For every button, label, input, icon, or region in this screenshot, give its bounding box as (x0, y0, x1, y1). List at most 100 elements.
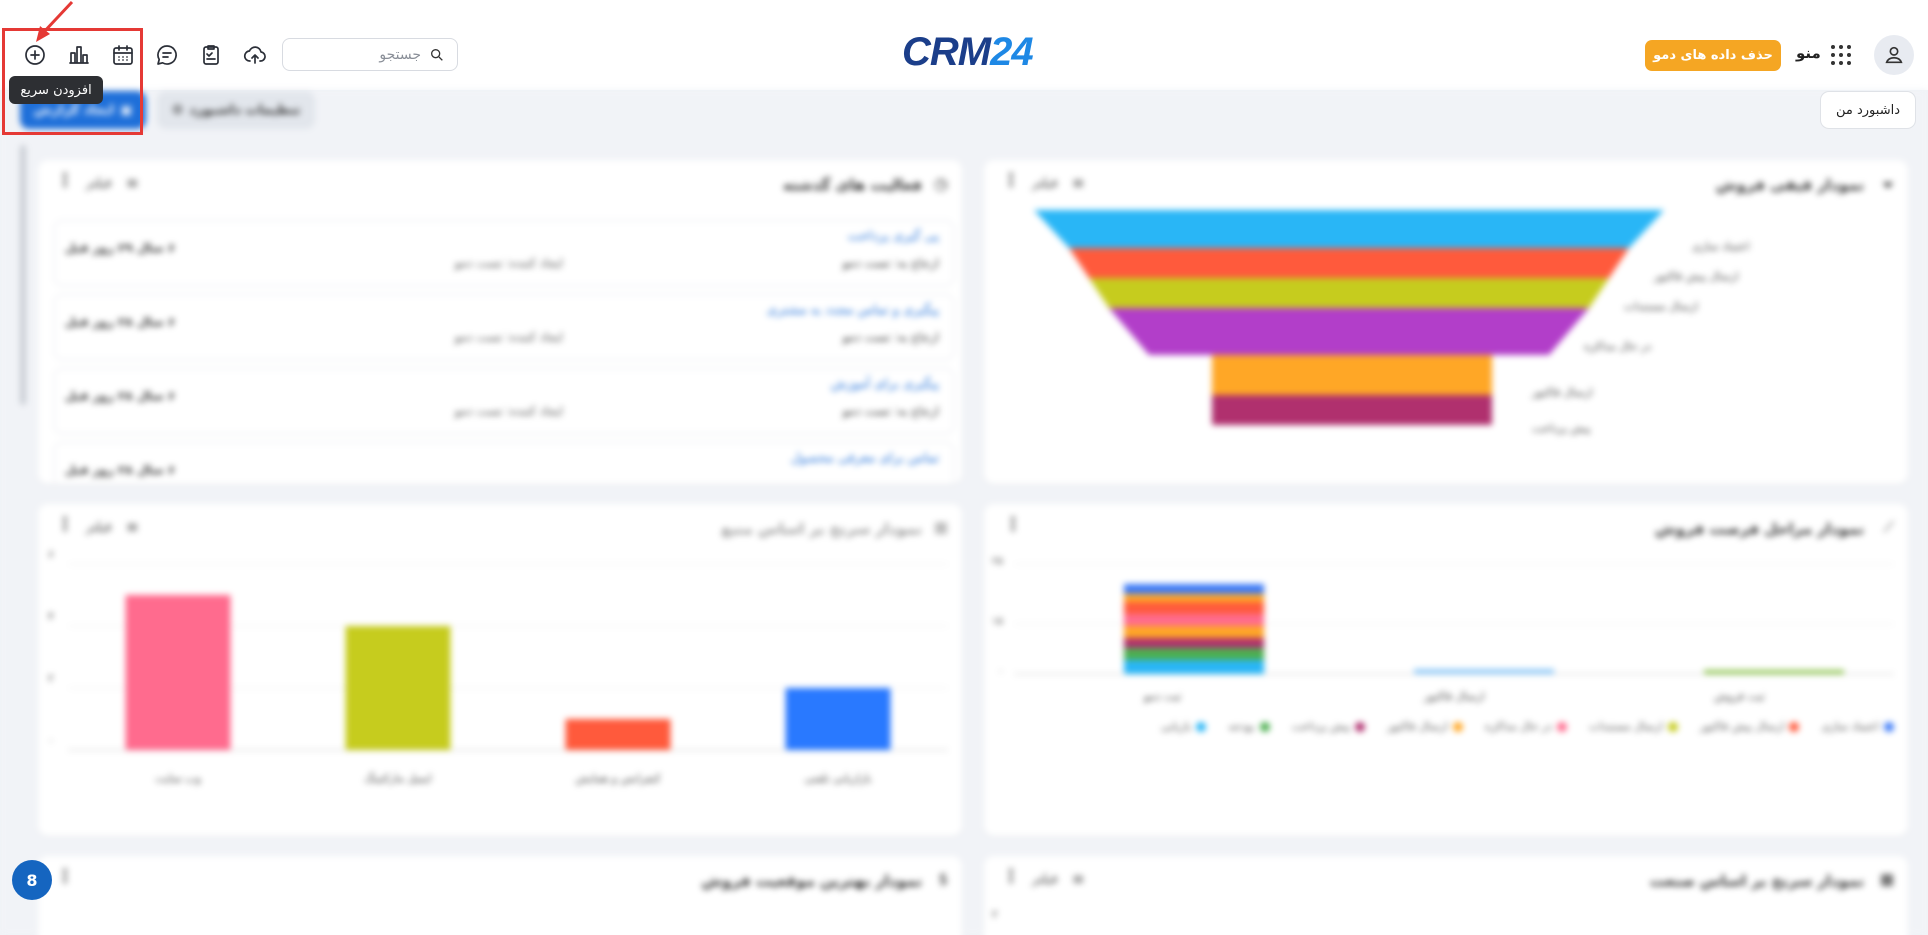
menu-label[interactable]: منو (1796, 44, 1821, 62)
funnel-label-6: پیش پرداخت (1532, 422, 1591, 435)
chat-icon[interactable] (152, 40, 182, 70)
quick-add-tooltip: افزودن سریع (9, 76, 103, 104)
stages-category: ثبت دمو (1144, 690, 1182, 703)
source-title: نمودار سرنخ بر اساس منبع (721, 520, 922, 538)
building-icon: ▦ (933, 518, 948, 536)
dashboard-content: ▣ ایجاد گزارش تنظیمات داشبورد ⚙ نمودار قیف… (0, 90, 1928, 935)
industry-title: نمودار سرنخ بر اساس صنعت (1649, 872, 1864, 890)
source-menu-icon[interactable]: ⋮ (56, 514, 74, 535)
activity-time: ۶ سال ۲۸ روز قبل (65, 389, 176, 403)
delete-demo-data-button[interactable]: حذف داده های دمو (1645, 40, 1781, 71)
calendar-icon[interactable] (108, 40, 138, 70)
user-avatar[interactable] (1874, 35, 1914, 75)
activity-creator: ایجاد کننده: تست دمو (454, 256, 563, 270)
activity-creator: ایجاد کننده: تست دمو (454, 330, 563, 344)
source-bar[interactable] (785, 688, 891, 750)
stages-menu-icon[interactable]: ⋮ (1004, 514, 1022, 535)
opportunity-stages-card: نمودار مراحل فرصت فروش ⟋ ⋮ ۲۵ ۱۵ ۰ ثبت د… (984, 504, 1908, 836)
activity-ref: ارجاع به: تست دمو (842, 256, 939, 270)
funnel-stage-1 (1034, 210, 1664, 248)
funnel-menu-icon[interactable]: ⋮ (1002, 170, 1020, 191)
trend-chart-icon: ⟋ (1883, 518, 1894, 536)
activity-item[interactable]: پیگیری و تماس مجدد به مشتری ارجاع به: تس… (54, 294, 954, 360)
reports-chart-icon[interactable] (64, 40, 94, 70)
leads-by-source-card: نمودار سرنخ بر اساس منبع ▦ فیلتر ≡ ⋮ ۶ ۴… (38, 504, 962, 836)
activity-ref: ارجاع به: تست دمو (842, 404, 939, 418)
source-category-label: وب سایت (155, 772, 201, 785)
stages-title: نمودار مراحل فرصت فروش (1655, 520, 1864, 538)
source-category-label: بازاریابی تلفنی (804, 772, 872, 785)
funnel-label-1: اعتماد سازی (1692, 240, 1750, 253)
filter-icon[interactable]: ≡ (126, 518, 139, 536)
source-bar[interactable] (345, 626, 451, 750)
activity-item[interactable]: تماس برای معرفی محصول ۶ سال ۲۸ روز قبل (54, 442, 954, 484)
source-bar[interactable] (565, 719, 671, 750)
clipboard-tasks-icon[interactable] (196, 40, 226, 70)
stages-chart (1014, 563, 1894, 675)
filter-icon[interactable]: ≡ (1072, 870, 1085, 888)
industry-ytick: ۲ (992, 908, 998, 921)
legend-item[interactable]: در حال مذاکره (1485, 720, 1567, 733)
stages-legend: اعتماد سازی ارسال پیش فاکتور ارسال مستند… (1161, 720, 1894, 733)
legend-item[interactable]: پیش پرداخت (1292, 720, 1366, 733)
industry-filter[interactable]: فیلتر (1032, 872, 1058, 887)
source-ytick: ۴ (48, 610, 54, 623)
dollar-icon: $ (938, 870, 948, 888)
position-menu-icon[interactable]: ⋮ (56, 866, 74, 887)
activity-time: ۶ سال ۲۸ روز قبل (65, 315, 176, 329)
dashboard-settings-button[interactable]: تنظیمات داشبورد ⚙ (157, 91, 315, 129)
user-icon (1885, 46, 1903, 64)
sales-funnel-card: نمودار قیفی فروش ⏷ فیلتر ≡ ⋮ اعتماد سازی… (984, 160, 1908, 484)
activity-time: ۶ سال ۲۹ روز قبل (65, 241, 176, 255)
source-ytick: ۶ (48, 548, 54, 561)
activity-title[interactable]: تماس برای معرفی محصول (790, 451, 939, 466)
quick-add-icon[interactable] (20, 40, 50, 70)
activity-title[interactable]: پیگیری و تماس مجدد به مشتری (766, 303, 939, 318)
search-icon (431, 48, 443, 61)
position-title: نمودار بهترین موقعیت فروش (701, 872, 922, 890)
activity-item[interactable]: پیگیری برای آموزش ارجاع به: تست دمو ایجا… (54, 368, 954, 434)
apps-grid-icon[interactable] (1831, 45, 1851, 65)
funnel-label-2: ارسال پیش فاکتور (1654, 270, 1739, 283)
stages-category: ثبت فروش (1714, 690, 1765, 703)
filter-icon[interactable]: ≡ (1072, 174, 1085, 192)
settings-label: تنظیمات داشبورد (189, 102, 301, 118)
search-input[interactable]: جستجو (282, 38, 458, 71)
legend-item[interactable]: بودجه (1228, 720, 1270, 733)
funnel-stage-6 (1212, 395, 1492, 425)
scrollbar[interactable] (20, 145, 26, 405)
my-dashboard-button[interactable]: داشبورد من (1820, 91, 1916, 129)
search-placeholder: جستجو (379, 46, 421, 63)
legend-item[interactable]: ارسال مستندات (1589, 720, 1678, 733)
activity-item[interactable]: پی گیری پرداخت ارجاع به: تست دمو ایجاد ک… (54, 220, 954, 286)
source-ytick: ۰ (48, 734, 54, 747)
activities-title: فعالیت های گذشته (782, 176, 922, 194)
activity-title[interactable]: پی گیری پرداخت (847, 229, 939, 244)
create-report-label: ایجاد گزارش (33, 102, 115, 118)
top-bar: جستجو CRM24 حذف داده های دمو منو (0, 0, 1928, 90)
activity-ref: ارجاع به: تست دمو (842, 330, 939, 344)
funnel-stage-5 (1212, 355, 1492, 395)
source-filter[interactable]: فیلتر (86, 520, 112, 535)
building-icon: ▦ (1879, 870, 1894, 888)
legend-item[interactable]: بازیابی (1161, 720, 1207, 733)
chat-support-button[interactable]: 8 (12, 860, 52, 900)
funnel-filter[interactable]: فیلتر (1032, 176, 1058, 191)
stages-category: ارسال فاکتور (1424, 690, 1485, 703)
legend-item[interactable]: اعتماد سازی (1821, 720, 1894, 733)
activity-title[interactable]: پیگیری برای آموزش (830, 377, 939, 392)
funnel-label-4: در حال مذاکره (1584, 340, 1652, 353)
filter-icon[interactable]: ≡ (126, 174, 139, 192)
legend-item[interactable]: ارسال پیش فاکتور (1700, 720, 1800, 733)
source-bar-chart (68, 563, 948, 751)
stages-ytick: ۲۵ (992, 556, 1003, 567)
clock-icon: ◷ (934, 174, 948, 193)
cloud-upload-icon[interactable] (240, 40, 270, 70)
legend-item[interactable]: ارسال فاکتور (1387, 720, 1463, 733)
source-bar[interactable] (125, 595, 231, 750)
funnel-title: نمودار قیفی فروش (1715, 176, 1864, 194)
activities-menu-icon[interactable]: ⋮ (56, 170, 74, 191)
stages-ytick: ۱۵ (992, 616, 1003, 627)
industry-menu-icon[interactable]: ⋮ (1002, 866, 1020, 887)
activities-filter[interactable]: فیلتر (86, 176, 112, 191)
